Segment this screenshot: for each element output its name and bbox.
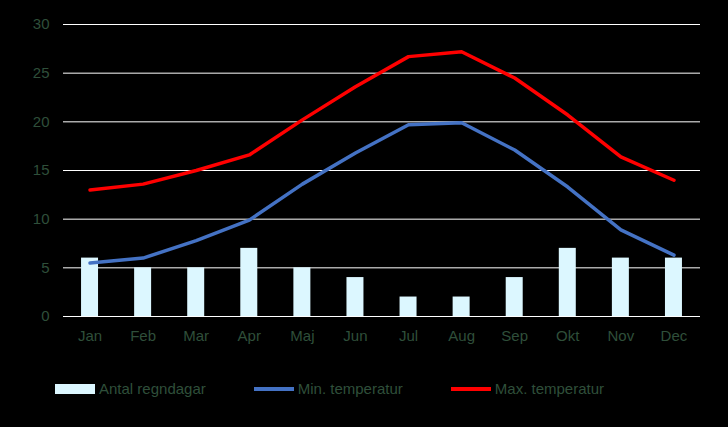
svg-text:Jul: Jul [399,327,418,344]
svg-text:Okt: Okt [556,327,580,344]
svg-text:25: 25 [33,64,50,81]
svg-text:Dec: Dec [661,327,688,344]
svg-text:30: 30 [33,15,50,32]
svg-text:Maj: Maj [290,327,314,344]
svg-text:Feb: Feb [130,327,156,344]
svg-text:Mar: Mar [183,327,209,344]
svg-text:15: 15 [33,161,50,178]
svg-text:0: 0 [41,307,49,324]
svg-text:Nov: Nov [608,327,635,344]
svg-text:Jan: Jan [78,327,102,344]
svg-text:10: 10 [33,210,50,227]
html-text:Min. temperatur: Min. temperatur [297,380,403,397]
svg-text:20: 20 [33,113,50,130]
html-text:Max. temperatur: Max. temperatur [494,380,604,397]
svg-text:Jun: Jun [343,327,367,344]
html-text:Antal regndagar: Antal regndagar [99,380,206,397]
svg-text:Aug: Aug [448,327,475,344]
svg-text:5: 5 [41,259,49,276]
svg-text:Sep: Sep [501,327,528,344]
svg-text:Apr: Apr [238,327,261,344]
